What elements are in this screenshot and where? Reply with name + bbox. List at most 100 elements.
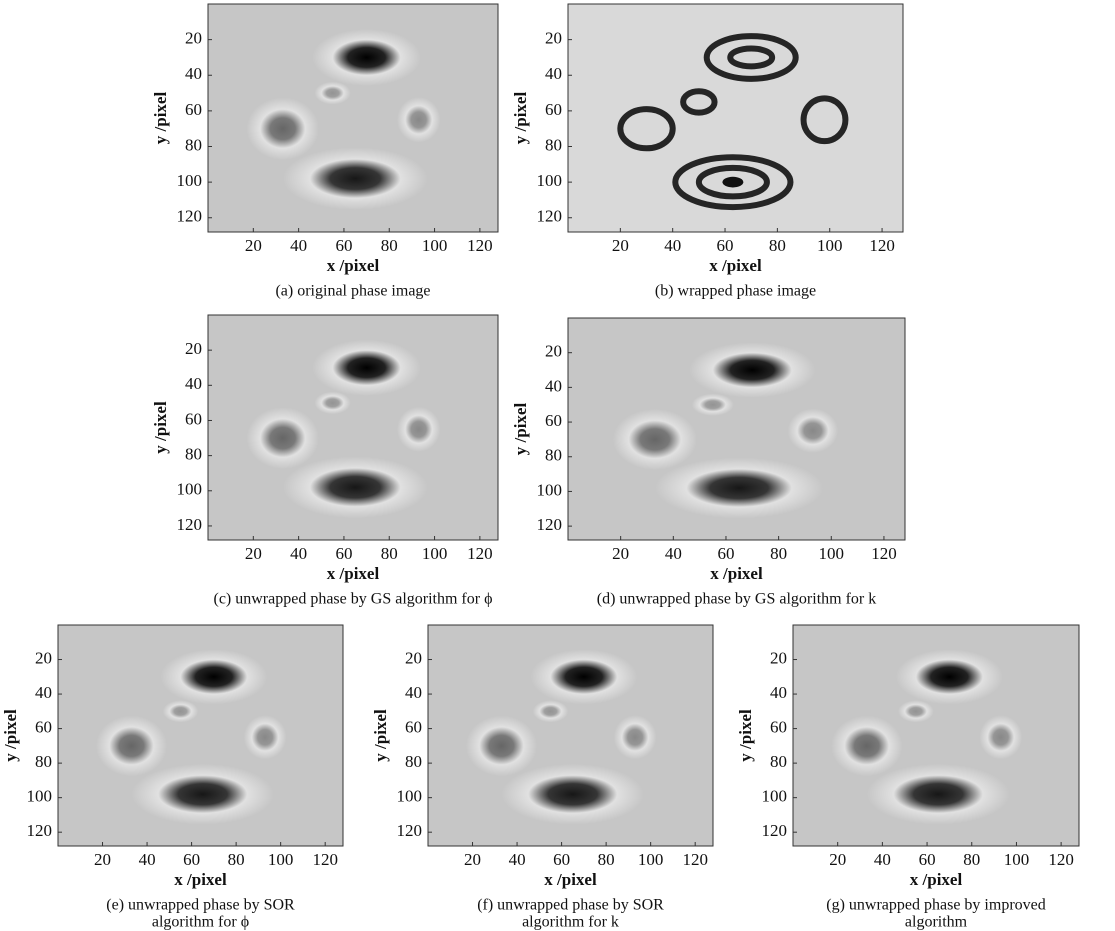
x-tick-label: 60 bbox=[335, 236, 352, 255]
phase-blob bbox=[893, 775, 983, 814]
image bbox=[58, 625, 343, 846]
y-axis-label: y /pixel bbox=[736, 709, 755, 762]
x-tick-label: 60 bbox=[717, 544, 734, 563]
y-tick-label: 100 bbox=[537, 480, 563, 499]
y-tick-label: 40 bbox=[545, 64, 562, 83]
x-tick-label: 80 bbox=[770, 544, 787, 563]
y-axis-label: y /pixel bbox=[1, 709, 20, 762]
y-tick-label: 60 bbox=[545, 411, 562, 430]
y-tick-label: 120 bbox=[537, 515, 563, 534]
x-tick-label: 80 bbox=[381, 544, 398, 563]
phase-blob bbox=[158, 775, 248, 814]
caption: (a) original phase image bbox=[275, 283, 430, 300]
phase-blob bbox=[479, 726, 524, 765]
x-axis-label: x /pixel bbox=[327, 256, 380, 275]
x-axis-label: x /pixel bbox=[174, 870, 227, 889]
frame bbox=[57, 624, 344, 847]
image bbox=[793, 625, 1079, 846]
caption: (f) unwrapped phase by SOR bbox=[477, 897, 664, 914]
fringe bbox=[672, 154, 794, 211]
x-tick-label: 100 bbox=[1004, 850, 1030, 869]
y-tick-label: 100 bbox=[397, 787, 423, 806]
x-tick-label: 100 bbox=[422, 236, 448, 255]
x-tick-label: 120 bbox=[1048, 850, 1074, 869]
phase-blob bbox=[844, 726, 890, 765]
y-tick-label: 20 bbox=[405, 648, 422, 667]
y-tick-label: 100 bbox=[177, 480, 203, 499]
x-tick-label: 60 bbox=[183, 850, 200, 869]
x-axis-label: x /pixel bbox=[327, 564, 380, 583]
x-tick-label: 80 bbox=[769, 236, 786, 255]
y-tick-label: 40 bbox=[770, 683, 787, 702]
y-axis-label: y /pixel bbox=[511, 403, 530, 456]
x-tick-label: 100 bbox=[819, 544, 845, 563]
frame bbox=[207, 314, 499, 541]
phase-blob bbox=[987, 723, 1015, 752]
caption: (g) unwrapped phase by improved bbox=[826, 897, 1046, 914]
caption: (d) unwrapped phase by GS algorithm for … bbox=[597, 591, 877, 608]
y-tick-label: 120 bbox=[397, 821, 423, 840]
y-tick-label: 120 bbox=[537, 207, 563, 226]
y-tick-label: 60 bbox=[545, 100, 562, 119]
fringe bbox=[680, 88, 718, 116]
y-tick-label: 60 bbox=[405, 718, 422, 737]
caption: algorithm bbox=[905, 914, 968, 931]
x-tick-label: 20 bbox=[612, 544, 629, 563]
x-tick-label: 20 bbox=[464, 850, 481, 869]
y-tick-label: 40 bbox=[185, 64, 202, 83]
y-tick-label: 60 bbox=[185, 100, 202, 119]
x-tick-label: 60 bbox=[335, 544, 352, 563]
x-tick-label: 120 bbox=[312, 850, 338, 869]
y-tick-label: 100 bbox=[537, 171, 563, 190]
y-tick-label: 80 bbox=[770, 752, 787, 771]
x-tick-label: 40 bbox=[509, 850, 526, 869]
x-tick-label: 120 bbox=[682, 850, 708, 869]
x-tick-label: 120 bbox=[467, 236, 493, 255]
y-tick-label: 20 bbox=[35, 648, 52, 667]
x-axis-label: x /pixel bbox=[544, 870, 597, 889]
x-axis-label: x /pixel bbox=[709, 256, 762, 275]
x-tick-label: 120 bbox=[869, 236, 895, 255]
y-tick-label: 20 bbox=[545, 342, 562, 361]
y-tick-label: 100 bbox=[177, 171, 203, 190]
frame bbox=[567, 317, 906, 541]
x-tick-label: 40 bbox=[139, 850, 156, 869]
fringe bbox=[695, 164, 770, 200]
x-tick-label: 120 bbox=[871, 544, 897, 563]
phase-blob bbox=[699, 397, 726, 412]
y-axis-label: y /pixel bbox=[511, 92, 530, 145]
x-tick-label: 20 bbox=[245, 544, 262, 563]
x-tick-label: 40 bbox=[290, 544, 307, 563]
y-axis-label: y /pixel bbox=[371, 709, 390, 762]
y-tick-label: 80 bbox=[35, 752, 52, 771]
y-tick-label: 40 bbox=[405, 683, 422, 702]
y-tick-label: 120 bbox=[177, 515, 203, 534]
image bbox=[208, 4, 498, 232]
y-tick-label: 120 bbox=[762, 821, 788, 840]
image bbox=[568, 4, 903, 232]
y-axis-label: y /pixel bbox=[151, 401, 170, 454]
x-tick-label: 80 bbox=[598, 850, 615, 869]
phase-blob bbox=[405, 415, 433, 444]
phase-blob bbox=[528, 775, 618, 814]
frame bbox=[567, 3, 904, 233]
x-tick-label: 20 bbox=[829, 850, 846, 869]
x-tick-label: 120 bbox=[467, 544, 493, 563]
caption: (c) unwrapped phase by GS algorithm for … bbox=[213, 591, 492, 608]
y-tick-label: 80 bbox=[185, 135, 202, 154]
x-tick-label: 80 bbox=[963, 850, 980, 869]
x-tick-label: 100 bbox=[422, 544, 448, 563]
frame bbox=[207, 3, 499, 233]
y-tick-label: 20 bbox=[185, 29, 202, 48]
phase-blob bbox=[332, 350, 401, 386]
x-tick-label: 40 bbox=[665, 544, 682, 563]
phase-blob bbox=[180, 659, 248, 695]
y-tick-label: 40 bbox=[35, 683, 52, 702]
fringe bbox=[727, 45, 776, 70]
y-tick-label: 60 bbox=[770, 718, 787, 737]
x-tick-label: 60 bbox=[717, 236, 734, 255]
y-axis-label: y /pixel bbox=[151, 92, 170, 145]
y-tick-label: 40 bbox=[545, 376, 562, 395]
x-tick-label: 20 bbox=[94, 850, 111, 869]
y-tick-label: 80 bbox=[545, 446, 562, 465]
